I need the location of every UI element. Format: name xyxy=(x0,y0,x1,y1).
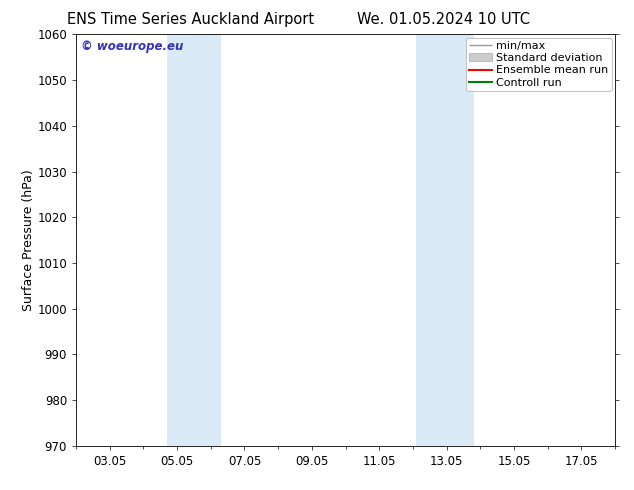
Text: We. 01.05.2024 10 UTC: We. 01.05.2024 10 UTC xyxy=(358,12,530,27)
Text: © woeurope.eu: © woeurope.eu xyxy=(81,41,184,53)
Text: ENS Time Series Auckland Airport: ENS Time Series Auckland Airport xyxy=(67,12,314,27)
Bar xyxy=(167,34,221,446)
Y-axis label: Surface Pressure (hPa): Surface Pressure (hPa) xyxy=(22,169,34,311)
Bar xyxy=(417,34,474,446)
Legend: min/max, Standard deviation, Ensemble mean run, Controll run: min/max, Standard deviation, Ensemble me… xyxy=(466,38,612,91)
